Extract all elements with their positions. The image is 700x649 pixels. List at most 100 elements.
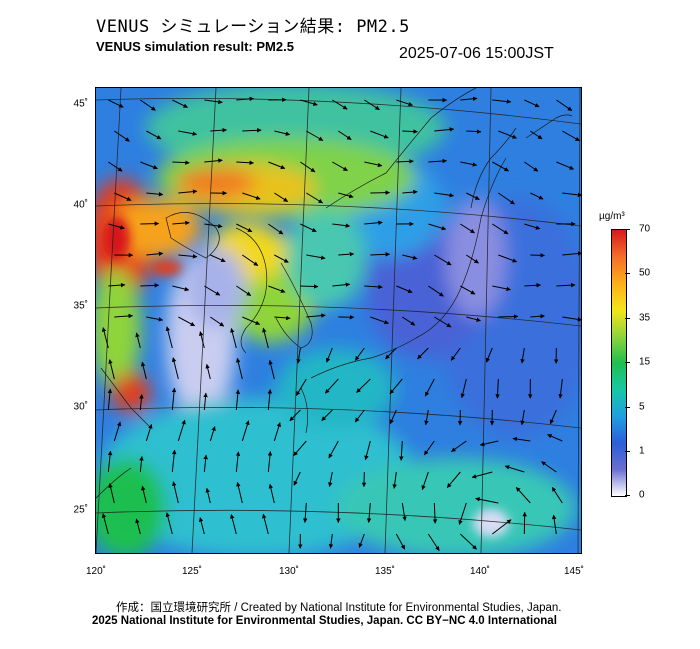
wind-arrow bbox=[338, 251, 355, 257]
wind-arrow bbox=[547, 434, 563, 442]
wind-arrow bbox=[141, 485, 147, 504]
credit-line-creator: 作成：国立環境研究所 / Created by National Institu… bbox=[116, 602, 562, 614]
colorbar-tick-0: 0 bbox=[639, 489, 645, 501]
wind-arrow bbox=[434, 254, 452, 266]
wind-arrow bbox=[300, 161, 316, 173]
wind-arrow bbox=[498, 314, 519, 319]
wind-arrow bbox=[332, 99, 348, 110]
coastlines bbox=[96, 88, 573, 499]
wind-arrow bbox=[101, 513, 109, 535]
wind-arrow bbox=[366, 502, 372, 523]
wind-arrow bbox=[471, 471, 493, 479]
wind-arrow bbox=[268, 285, 286, 293]
lon-label-140: 140˚ bbox=[469, 566, 491, 577]
wind-arrow bbox=[140, 99, 156, 111]
wind-arrow bbox=[492, 519, 512, 535]
wind-arrow bbox=[203, 392, 208, 411]
wind-arrow bbox=[541, 461, 557, 473]
lat-label-40: 40˚ bbox=[73, 199, 88, 211]
wind-arrow bbox=[146, 251, 164, 257]
wind-arrow bbox=[108, 161, 123, 172]
wind-arrow bbox=[498, 130, 518, 139]
wind-arrow bbox=[205, 487, 211, 504]
wind-arrow bbox=[293, 440, 307, 457]
wind-arrow bbox=[172, 285, 190, 292]
colorbar-tickmark bbox=[625, 451, 630, 452]
wind-arrow bbox=[262, 513, 269, 535]
wind-arrow bbox=[289, 409, 301, 422]
wind-arrow bbox=[328, 533, 334, 549]
wind-arrow bbox=[273, 422, 281, 442]
wind-arrow bbox=[396, 285, 413, 294]
colorbar-tickmark bbox=[625, 273, 630, 274]
wind-arrow bbox=[300, 99, 318, 106]
wind-arrow bbox=[178, 254, 198, 259]
colorbar-tickmark bbox=[625, 318, 630, 319]
wind-arrow bbox=[230, 513, 237, 535]
wind-arrow bbox=[423, 440, 435, 456]
wind-arrow bbox=[370, 316, 389, 325]
colorbar-tick-35: 35 bbox=[639, 312, 651, 324]
wind-arrow bbox=[236, 96, 255, 102]
wind-arrow bbox=[235, 451, 241, 473]
wind-arrow bbox=[114, 313, 134, 319]
wind-arrow bbox=[562, 251, 581, 256]
wind-arrow bbox=[524, 223, 541, 230]
wind-arrow bbox=[530, 130, 543, 140]
wind-arrow bbox=[392, 471, 397, 489]
wind-arrow bbox=[421, 471, 429, 491]
wind-arrow bbox=[356, 378, 371, 393]
wind-arrow bbox=[402, 316, 416, 326]
wind-arrow bbox=[446, 471, 461, 488]
wind-arrow bbox=[549, 409, 557, 425]
wind-arrow bbox=[562, 192, 581, 198]
wind-arrow bbox=[399, 440, 404, 461]
wind-arrow bbox=[395, 533, 406, 550]
wind-arrow bbox=[434, 127, 455, 132]
colorbar-tick-70: 70 bbox=[639, 223, 651, 235]
wind-arrow bbox=[479, 440, 499, 447]
wind-arrow bbox=[107, 388, 113, 411]
wind-arrow bbox=[551, 486, 563, 504]
wind-arrow bbox=[492, 161, 509, 172]
wind-arrow bbox=[524, 99, 540, 108]
wind-arrow bbox=[172, 220, 190, 226]
wind-arrow bbox=[146, 316, 164, 322]
lat-label-30: 30˚ bbox=[73, 401, 88, 413]
concentration-field bbox=[96, 88, 581, 553]
wind-arrow bbox=[268, 161, 286, 170]
wind-arrow bbox=[178, 189, 198, 194]
wind-arrow bbox=[107, 450, 113, 473]
wind-arrow bbox=[354, 347, 365, 361]
wind-arrow bbox=[364, 440, 371, 461]
wind-arrow bbox=[177, 419, 186, 442]
wind-arrow bbox=[428, 223, 447, 231]
wind-arrow bbox=[460, 96, 478, 102]
wind-arrow bbox=[274, 254, 289, 263]
wind-arrow bbox=[492, 223, 509, 235]
wind-arrow bbox=[370, 252, 391, 257]
wind-arrow bbox=[498, 254, 518, 263]
wind-arrow bbox=[460, 161, 478, 167]
wind-arrow bbox=[140, 283, 160, 288]
wind-arrow bbox=[242, 316, 261, 325]
wind-arrow bbox=[434, 316, 452, 328]
wind-arrow bbox=[171, 357, 179, 380]
lon-label-130: 130˚ bbox=[278, 566, 300, 577]
wind-arrow bbox=[268, 359, 275, 380]
wind-arrow bbox=[135, 332, 141, 349]
wind-arrow bbox=[396, 159, 414, 164]
wind-arrow bbox=[458, 502, 467, 525]
wind-arrow bbox=[262, 327, 269, 349]
wind-arrow bbox=[417, 347, 429, 360]
wind-arrow bbox=[204, 158, 223, 163]
wind-arrow bbox=[205, 363, 211, 380]
wind-arrow bbox=[389, 409, 397, 425]
wind-arrow bbox=[364, 161, 383, 168]
wind-arrow bbox=[146, 191, 164, 197]
wind-arrow bbox=[113, 421, 122, 442]
wind-arrow bbox=[460, 378, 467, 399]
wind-arrow bbox=[370, 130, 389, 139]
wind-arrow bbox=[236, 160, 255, 166]
wind-arrow bbox=[203, 454, 208, 473]
